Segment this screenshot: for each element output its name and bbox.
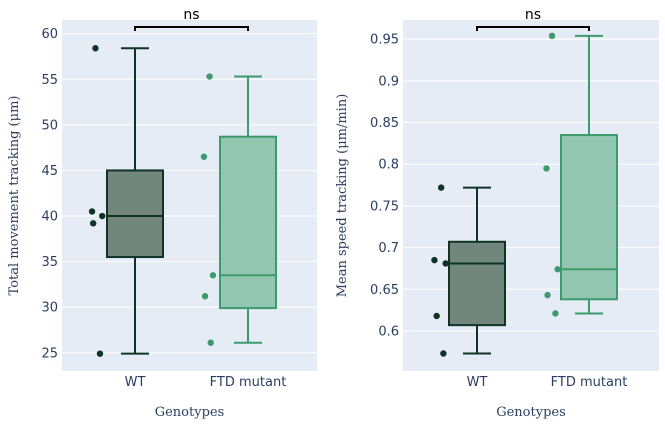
x-tick-label: FTD mutant — [551, 375, 628, 390]
y-tick-label: 0.75 — [370, 199, 399, 214]
plot-background — [403, 20, 659, 371]
data-point — [544, 291, 551, 299]
y-tick-label: 0.7 — [378, 241, 399, 256]
data-point — [88, 208, 96, 215]
box-series-ftd-mutant — [543, 32, 618, 317]
y-tick-label: 0.85 — [370, 116, 399, 131]
chart-panel-1: 25 30 35 40 45 50 55 60 WT FTD mutant ns Genotypes T… — [7, 7, 317, 420]
y-tick-label: 0.8 — [378, 158, 399, 173]
x-axis-title: Genotypes — [496, 405, 566, 420]
y-tick-label: 0.65 — [370, 283, 399, 298]
x-tick-label: FTD mutant — [210, 375, 287, 390]
data-point — [89, 220, 97, 227]
data-point — [543, 165, 550, 172]
data-point — [437, 184, 445, 191]
data-point — [548, 32, 556, 40]
data-point — [431, 256, 438, 264]
box-iqr — [219, 135, 277, 310]
y-tick-label: 55 — [41, 73, 58, 88]
data-point — [96, 350, 104, 357]
significance-label: ns — [525, 7, 541, 23]
y-tick-label: 0.95 — [370, 33, 399, 48]
y-axis-title: Total movement tracking (μm) — [7, 96, 22, 296]
significance-bracket — [134, 26, 249, 31]
y-tick-label: 50 — [41, 118, 58, 133]
data-point — [92, 45, 99, 52]
box-iqr — [560, 134, 618, 301]
box-series-ftd-mutant — [200, 73, 277, 346]
data-point — [440, 350, 447, 357]
y-tick-label: 0.9 — [378, 74, 399, 89]
significance-label: ns — [183, 7, 199, 23]
data-point — [442, 260, 449, 267]
box-series-wt — [431, 184, 506, 357]
x-axis-title: Genotypes — [155, 405, 225, 420]
data-point — [554, 266, 561, 273]
y-tick-label: 60 — [41, 27, 58, 42]
y-tick-label: 45 — [41, 164, 58, 179]
data-point — [99, 212, 106, 220]
data-point — [207, 339, 214, 346]
y-tick-label: 25 — [41, 346, 58, 361]
y-tick-label: 35 — [41, 255, 58, 270]
box-iqr — [448, 240, 506, 327]
box-series-wt — [88, 45, 164, 357]
data-point — [209, 272, 217, 279]
y-tick-label: 0.6 — [378, 324, 399, 339]
data-point — [200, 153, 208, 160]
data-point — [201, 293, 209, 300]
data-point — [206, 73, 213, 80]
x-tick-label: WT — [125, 375, 146, 390]
data-point — [552, 310, 559, 317]
chart-panel-2: 0.6 0.65 0.7 0.75 0.8 0.85 0.9 0.95 WT FTD mutant… — [335, 7, 659, 420]
y-tick-label: 40 — [41, 210, 58, 225]
data-point — [433, 312, 440, 320]
y-tick-label: 30 — [41, 301, 58, 316]
x-tick-label: WT — [467, 375, 488, 390]
plot-background — [62, 20, 317, 371]
box-iqr — [106, 169, 164, 259]
y-axis-title: Mean speed tracking (μm/min) — [335, 94, 350, 298]
significance-bracket — [476, 26, 590, 31]
